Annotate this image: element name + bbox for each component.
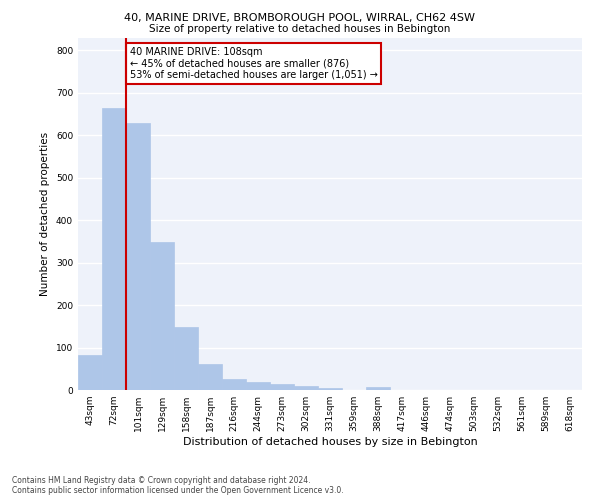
Bar xyxy=(198,364,222,390)
Bar xyxy=(174,327,198,390)
Bar xyxy=(222,380,246,390)
X-axis label: Distribution of detached houses by size in Bebington: Distribution of detached houses by size … xyxy=(182,437,478,447)
Bar xyxy=(246,382,270,390)
Bar xyxy=(126,124,150,390)
Bar xyxy=(78,355,102,390)
Text: 40, MARINE DRIVE, BROMBOROUGH POOL, WIRRAL, CH62 4SW: 40, MARINE DRIVE, BROMBOROUGH POOL, WIRR… xyxy=(125,12,476,22)
Bar xyxy=(294,386,318,390)
Y-axis label: Number of detached properties: Number of detached properties xyxy=(40,132,50,296)
Text: 40 MARINE DRIVE: 108sqm
← 45% of detached houses are smaller (876)
53% of semi-d: 40 MARINE DRIVE: 108sqm ← 45% of detache… xyxy=(130,47,377,80)
Bar xyxy=(270,384,294,390)
Bar xyxy=(318,388,342,390)
Text: Contains HM Land Registry data © Crown copyright and database right 2024.: Contains HM Land Registry data © Crown c… xyxy=(12,476,311,485)
Bar xyxy=(366,387,390,390)
Text: Size of property relative to detached houses in Bebington: Size of property relative to detached ho… xyxy=(149,24,451,34)
Bar xyxy=(102,108,126,390)
Bar xyxy=(150,242,174,390)
Text: Contains public sector information licensed under the Open Government Licence v3: Contains public sector information licen… xyxy=(12,486,344,495)
